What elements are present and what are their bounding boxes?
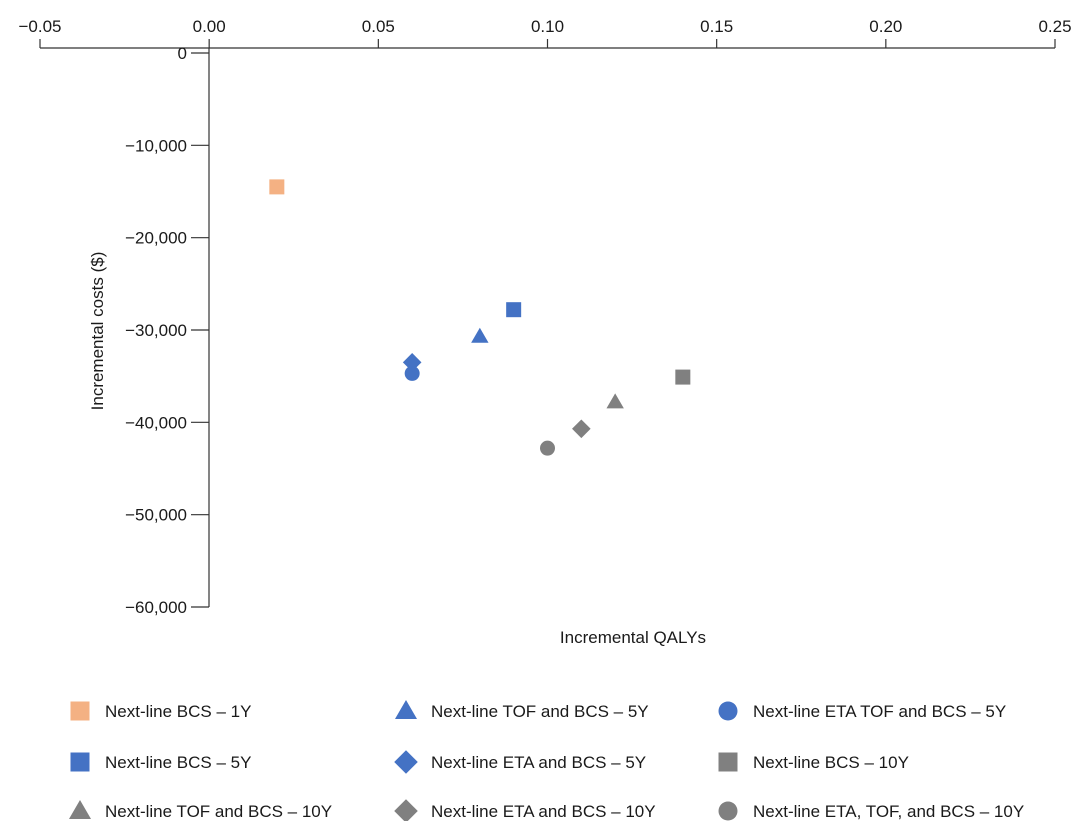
legend-marker <box>394 799 418 821</box>
legend-item-label: Next-line TOF and BCS – 10Y <box>105 802 332 821</box>
legend-item-label: Next-line BCS – 5Y <box>105 753 251 772</box>
x-tick-label: 0.20 <box>869 17 902 36</box>
x-axis-title: Incremental QALYs <box>560 628 706 647</box>
y-tick-label: −60,000 <box>125 598 187 617</box>
x-tick-label: 0.00 <box>193 17 226 36</box>
data-point <box>572 419 591 439</box>
y-axis-title: Incremental costs ($) <box>88 252 107 411</box>
data-point <box>402 353 422 372</box>
y-tick-label: −30,000 <box>125 321 187 340</box>
x-axis: −0.05 0.00 0.05 0.10 0.15 0.20 0.25 <box>18 17 1072 49</box>
data-points <box>269 179 691 456</box>
x-tick-label: −0.05 <box>18 17 61 36</box>
legend-item-label: Next-line ETA, TOF, and BCS – 10Y <box>753 802 1024 821</box>
x-tick-label: 0.10 <box>531 17 564 36</box>
x-tick-label: 0.15 <box>700 17 733 36</box>
data-point <box>471 327 489 343</box>
data-point <box>506 302 522 318</box>
legend-marker <box>394 699 418 719</box>
legend-item-label: Next-line TOF and BCS – 5Y <box>431 702 649 721</box>
y-tick-label: −10,000 <box>125 136 187 155</box>
y-axis: 0 −10,000 −20,000 −30,000 −40,000 −50,000 −60,… <box>125 44 210 617</box>
legend-item-label: Next-line ETA and BCS – 10Y <box>431 802 656 821</box>
legend-marker <box>718 701 738 721</box>
legend-marker <box>70 701 90 721</box>
legend-marker <box>718 801 738 821</box>
legend-item-label: Next-line BCS – 1Y <box>105 702 251 721</box>
data-point <box>404 365 420 381</box>
legend-item-label: Next-line ETA TOF and BCS – 5Y <box>753 702 1006 721</box>
y-tick-label: 0 <box>178 44 187 63</box>
legend-marker <box>70 752 90 772</box>
data-point <box>675 369 691 385</box>
y-tick-label: −40,000 <box>125 413 187 432</box>
legend-marker <box>68 799 92 819</box>
legend-marker <box>394 750 418 774</box>
y-tick-label: −20,000 <box>125 229 187 248</box>
data-point <box>606 393 624 409</box>
legend: Next-line BCS – 1Y Next-line TOF and BCS … <box>68 699 1024 821</box>
data-point <box>269 179 285 195</box>
data-point <box>540 440 555 456</box>
legend-marker <box>718 752 738 772</box>
x-tick-label: 0.25 <box>1038 17 1071 36</box>
legend-item-label: Next-line ETA and BCS – 5Y <box>431 753 646 772</box>
legend-item-label: Next-line BCS – 10Y <box>753 753 909 772</box>
y-tick-label: −50,000 <box>125 506 187 525</box>
x-tick-label: 0.05 <box>362 17 395 36</box>
